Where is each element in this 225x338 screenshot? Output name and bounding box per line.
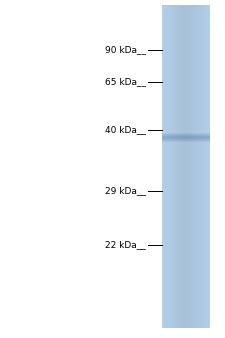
Text: 65 kDa__: 65 kDa__ <box>105 77 146 87</box>
Text: 29 kDa__: 29 kDa__ <box>105 187 146 195</box>
Text: 90 kDa__: 90 kDa__ <box>105 46 146 54</box>
Text: 40 kDa__: 40 kDa__ <box>105 125 146 135</box>
Text: 22 kDa__: 22 kDa__ <box>105 241 146 249</box>
